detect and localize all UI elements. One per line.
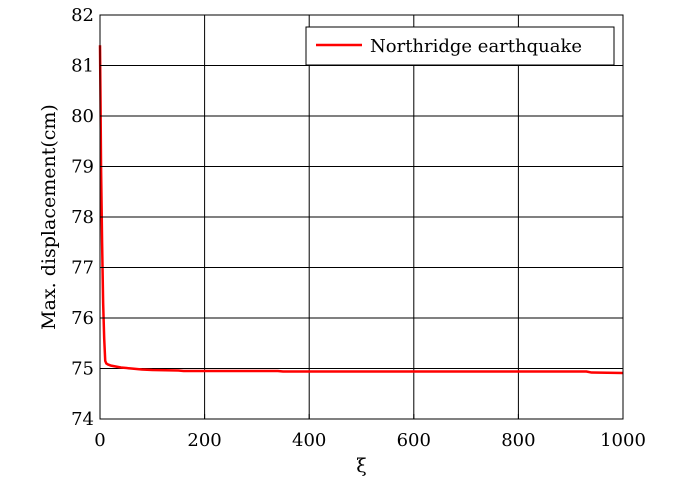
x-tick-label: 600: [397, 430, 431, 451]
y-tick-label: 79: [71, 157, 94, 178]
y-tick-label: 77: [71, 258, 94, 279]
axis-ticks: 0 200 400 600 800 1000 74 75 76 77 78 79 80 81 82: [71, 5, 646, 451]
y-tick-label: 74: [71, 409, 94, 430]
x-axis-label: ξ: [356, 455, 366, 477]
x-tick-label: 800: [501, 430, 535, 451]
y-tick-label: 75: [71, 359, 94, 380]
grid: [99, 14, 624, 420]
x-tick-label: 400: [292, 430, 326, 451]
y-tick-label: 78: [71, 207, 94, 228]
y-axis-label: Max. displacement(cm): [38, 104, 60, 330]
x-tick-label: 1000: [600, 430, 646, 451]
y-tick-label: 80: [71, 106, 94, 127]
y-tick-label: 82: [71, 5, 94, 26]
legend: Northridge earthquake: [305, 26, 615, 66]
x-tick-label: 200: [187, 430, 221, 451]
series-line: [98, 45, 624, 375]
x-tick-label: 0: [94, 430, 105, 451]
y-tick-label: 76: [71, 308, 94, 329]
series-layer: [98, 45, 624, 375]
legend-entry-label: Northridge earthquake: [370, 36, 582, 57]
y-tick-label: 81: [71, 56, 94, 77]
